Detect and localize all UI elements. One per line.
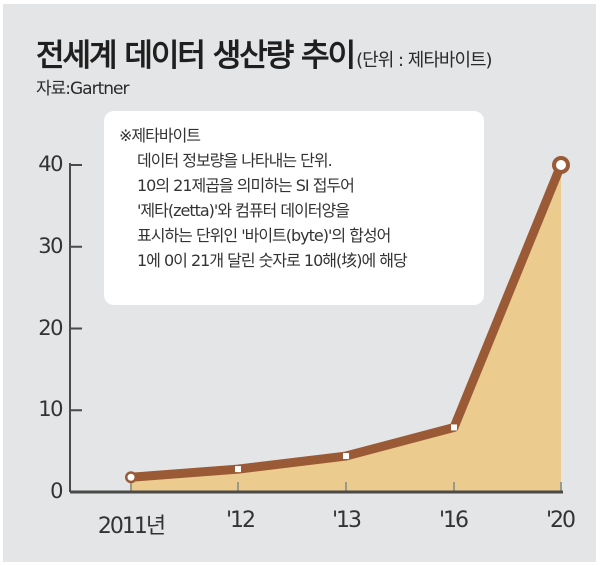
x-tick-label: 2011년 xyxy=(97,514,166,539)
chart-source: 자료:Gartner xyxy=(36,79,129,99)
chart-title: 전세계 데이터 생산량 추이 xyxy=(36,38,356,74)
y-tick-label: 40 xyxy=(38,152,63,176)
y-tick-label: 30 xyxy=(38,234,63,258)
x-tick-label: '12 xyxy=(225,508,256,533)
area-fill xyxy=(131,165,561,492)
annotation-line: 1에 0이 21개 달린 숫자로 10해(垓)에 해당 xyxy=(137,251,408,270)
y-tick-label: 0 xyxy=(50,479,63,503)
annotation-line: 데이터 정보량을 나타내는 단위. xyxy=(137,151,333,170)
x-tick-label: '16 xyxy=(438,508,469,533)
y-tick-label: 10 xyxy=(38,397,63,421)
annotation-line: 표시하는 단위인 '바이트(byte)'의 합성어 xyxy=(137,226,391,245)
plot-area xyxy=(69,156,570,494)
data-point xyxy=(235,466,241,473)
annotation-box: ※제타바이트 데이터 정보량을 나타내는 단위. 10의 21제곱을 의미하는 … xyxy=(104,111,484,305)
annotation-line: '제타(zetta)'와 컴퓨터 데이터양을 xyxy=(137,201,350,220)
annotation-title: ※제타바이트 xyxy=(119,126,201,145)
annotation-line: 10의 21제곱을 의미하는 SI 접두어 xyxy=(137,176,355,195)
data-point xyxy=(451,424,457,431)
data-point xyxy=(127,473,135,481)
x-tick-label: '13 xyxy=(331,508,362,533)
x-tick-label: '20 xyxy=(545,508,576,533)
chart-header: 전세계 데이터 생산량 추이 (단위 : 제타바이트) xyxy=(36,30,493,75)
data-point xyxy=(343,453,349,460)
data-point xyxy=(556,160,566,170)
y-tick-label: 20 xyxy=(38,316,63,340)
chart-unit: (단위 : 제타바이트) xyxy=(356,50,492,71)
